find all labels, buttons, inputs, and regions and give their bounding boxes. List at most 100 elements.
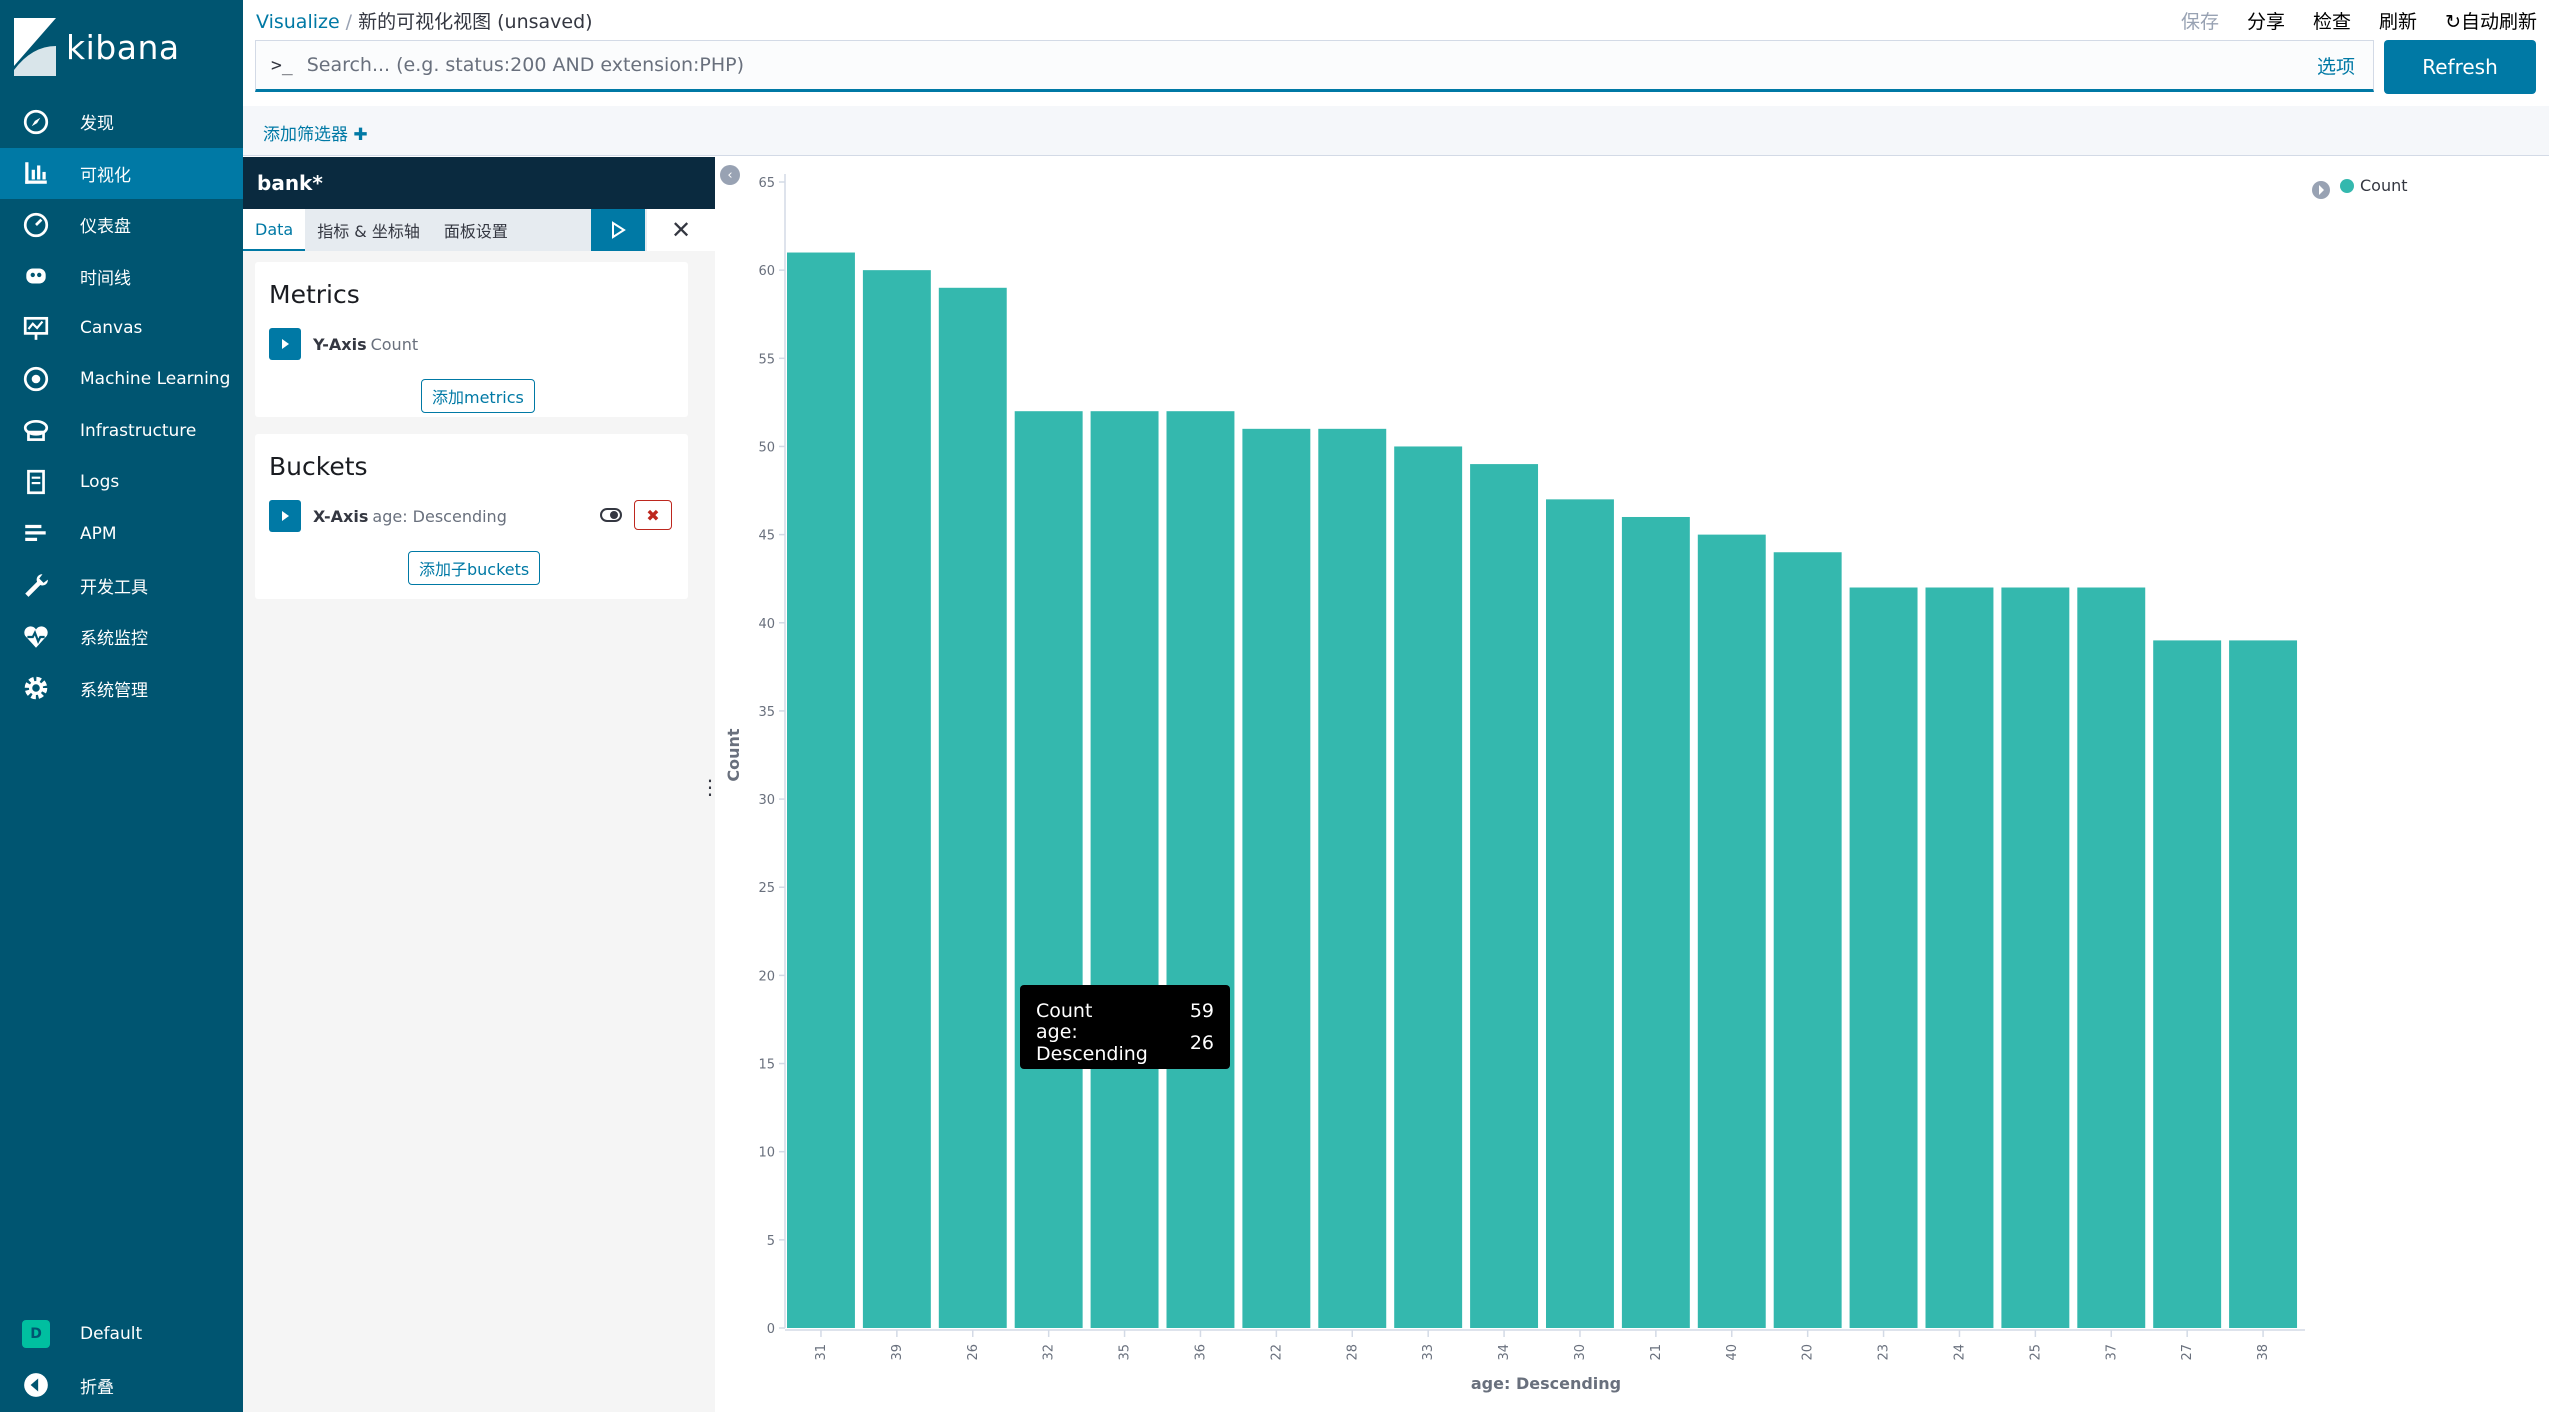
query-options-link[interactable]: 选项 (2316, 55, 2355, 78)
plus-icon: ✚ (353, 125, 368, 145)
top-bar: Visualize / 新的可视化视图 (unsaved) 保存 分享 检查 刷新 … (243, 0, 2549, 40)
sidebar-item-label: 可视化 (80, 165, 131, 186)
sidebar-item-label: Logs (80, 472, 120, 493)
legend-toggle-icon[interactable] (2311, 180, 2331, 200)
buckets-panel: Buckets X-Axis age: Descending ✖ 添加子bucke… (255, 434, 688, 599)
sidebar-item-compass[interactable]: 发现 (0, 96, 243, 148)
bar (1470, 464, 1539, 1329)
bar (1090, 411, 1159, 1328)
tab-data[interactable]: Data (243, 209, 306, 251)
editor-tabs: Data 指标 & 坐标轴 面板设置 ✕ (243, 209, 715, 251)
y-tick-label: 65 (758, 176, 775, 191)
space-label: Default (80, 1323, 143, 1344)
bar (1014, 411, 1083, 1328)
expand-metric-button[interactable] (269, 328, 301, 360)
bar-chart: 0 5 10 15 20 25 30 35 40 45 50 55 60 65 31 39 26 32 35 36 22… (724, 174, 2305, 1393)
visualization-area: 0 5 10 15 20 25 30 35 40 45 50 55 60 65 31 39 26 32 35 36 22… (715, 157, 2549, 1412)
tooltip-label: Count (1036, 1000, 1093, 1022)
sidebar-item-infrastructure[interactable]: Infrastructure (0, 405, 243, 457)
bar (862, 270, 931, 1329)
sidebar-item-apm[interactable]: APM (0, 508, 243, 560)
infrastructure-icon (23, 419, 49, 441)
bar (1318, 428, 1387, 1328)
refresh-link[interactable]: 刷新 (2379, 11, 2418, 33)
legend-color-swatch[interactable] (2340, 178, 2354, 193)
y-tick-label: 0 (767, 1322, 775, 1337)
sidebar-item-machine-learning[interactable]: Machine Learning (0, 354, 243, 406)
share-button[interactable]: 分享 (2247, 11, 2286, 33)
tab-panel-settings[interactable]: 面板设置 (443, 222, 508, 241)
add-filter-button[interactable]: 添加筛选器 ✚ (263, 120, 368, 145)
wrench-icon (25, 574, 48, 598)
sidebar-item-label: APM (80, 523, 117, 544)
inspect-button[interactable]: 检查 (2313, 11, 2352, 33)
chart-tooltip: Count 59 age: Descending 26 (1020, 985, 1230, 1069)
resize-handle-icon[interactable]: ⋮ (700, 775, 720, 799)
page-title: 新的可视化视图 (unsaved) (358, 11, 593, 33)
y-tick-label: 10 (758, 1146, 775, 1161)
x-tick-label: 36 (1193, 1344, 1208, 1361)
sidebar: kibana 发现可视化仪表盘 时间线 Canvas Machine Learning… (0, 0, 243, 1412)
remove-agg-button[interactable]: ✖ (634, 500, 672, 530)
expand-bucket-button[interactable] (269, 500, 301, 532)
toggle-agg-button[interactable] (596, 501, 626, 529)
add-filter-label: 添加筛选器 (263, 125, 348, 145)
x-tick-label: 27 (2180, 1344, 2195, 1361)
apm-icon (25, 524, 46, 541)
sidebar-item-wrench[interactable]: 开发工具 (0, 560, 243, 612)
refresh-button[interactable]: Refresh (2384, 40, 2536, 94)
sidebar-item-bar-chart[interactable]: 可视化 (0, 147, 243, 199)
x-tick-label: 32 (1042, 1344, 1057, 1361)
search-input[interactable] (306, 54, 2317, 76)
metric-agg-row: Y-Axis Count (269, 328, 418, 360)
sidebar-item-logs[interactable]: Logs (0, 457, 243, 509)
x-tick-label: 22 (1269, 1344, 1284, 1361)
collapse-nav-button[interactable]: 折叠 (0, 1360, 243, 1412)
tooltip-value: 26 (1189, 1032, 1214, 1054)
bar (1394, 446, 1463, 1328)
discard-changes-button[interactable]: ✕ (647, 209, 715, 251)
x-axis-title: age: Descending (1471, 1374, 1621, 1393)
breadcrumb-visualize-link[interactable]: Visualize (256, 11, 340, 33)
y-tick-label: 20 (758, 969, 775, 984)
sidebar-item-label: Infrastructure (80, 420, 197, 441)
add-sub-buckets-button[interactable]: 添加子buckets (408, 551, 541, 585)
collapse-editor-button[interactable]: ‹ (720, 165, 740, 185)
y-axis-title: Count (724, 728, 743, 782)
legend-series-label[interactable]: Count (2360, 176, 2408, 195)
sidebar-item-gear[interactable]: 系统管理 (0, 663, 243, 715)
sidebar-item-dashboard[interactable]: 仪表盘 (0, 199, 243, 251)
bucket-agg-name: age: Descending (372, 506, 507, 526)
bar (1849, 587, 1918, 1328)
sidebar-item-timeline[interactable]: 时间线 (0, 251, 243, 303)
bar (2077, 587, 2146, 1328)
apply-changes-button[interactable] (591, 209, 645, 251)
kibana-logo[interactable]: kibana (14, 18, 180, 76)
metric-axis-label: Y-Axis (313, 334, 367, 354)
auto-refresh-button[interactable]: ↻自动刷新 (2445, 7, 2537, 34)
sidebar-item-canvas[interactable]: Canvas (0, 302, 243, 354)
bar (2229, 640, 2298, 1328)
chevron-left-icon: ‹ (727, 167, 733, 183)
space-selector[interactable]: D Default (0, 1308, 243, 1360)
index-pattern-title: bank* (243, 157, 715, 209)
sidebar-item-label: 发现 (80, 114, 114, 135)
add-metrics-button[interactable]: 添加metrics (421, 379, 535, 413)
query-bar: >_ 选项 (255, 40, 2374, 92)
heartbeat-icon (24, 626, 48, 648)
vis-editor-sidebar: bank* Data 指标 & 坐标轴 面板设置 ✕ Metrics Y-Axi… (243, 157, 715, 1412)
save-button[interactable]: 保存 (2181, 11, 2220, 33)
sidebar-item-label: 开发工具 (80, 577, 148, 598)
x-tick-label: 31 (814, 1344, 829, 1361)
tab-metrics-axes[interactable]: 指标 & 坐标轴 (317, 222, 420, 241)
collapse-arrow-icon (24, 1373, 48, 1398)
sidebar-item-heartbeat[interactable]: 系统监控 (0, 611, 243, 663)
canvas-icon (23, 316, 49, 340)
bar (1773, 552, 1842, 1328)
buckets-title: Buckets (269, 452, 368, 481)
machine-learning-icon (23, 367, 49, 392)
bar (1166, 411, 1235, 1328)
tooltip-row-count: Count 59 (1036, 995, 1214, 1027)
x-tick-label: 39 (890, 1344, 905, 1361)
sidebar-item-label: Machine Learning (80, 369, 231, 390)
